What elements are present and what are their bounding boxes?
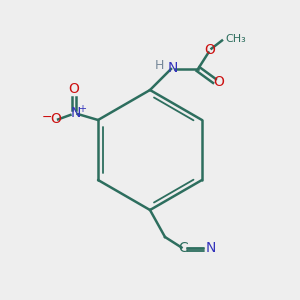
Text: CH₃: CH₃ bbox=[225, 34, 246, 44]
Text: N: N bbox=[167, 61, 178, 74]
Text: O: O bbox=[69, 82, 80, 96]
Text: +: + bbox=[77, 103, 86, 114]
Text: C: C bbox=[179, 241, 188, 255]
Text: N: N bbox=[206, 242, 216, 255]
Text: N: N bbox=[70, 106, 81, 120]
Text: O: O bbox=[213, 75, 224, 89]
Text: H: H bbox=[155, 59, 164, 72]
Text: O: O bbox=[205, 43, 215, 57]
Text: O: O bbox=[50, 112, 61, 126]
Text: −: − bbox=[42, 110, 52, 124]
